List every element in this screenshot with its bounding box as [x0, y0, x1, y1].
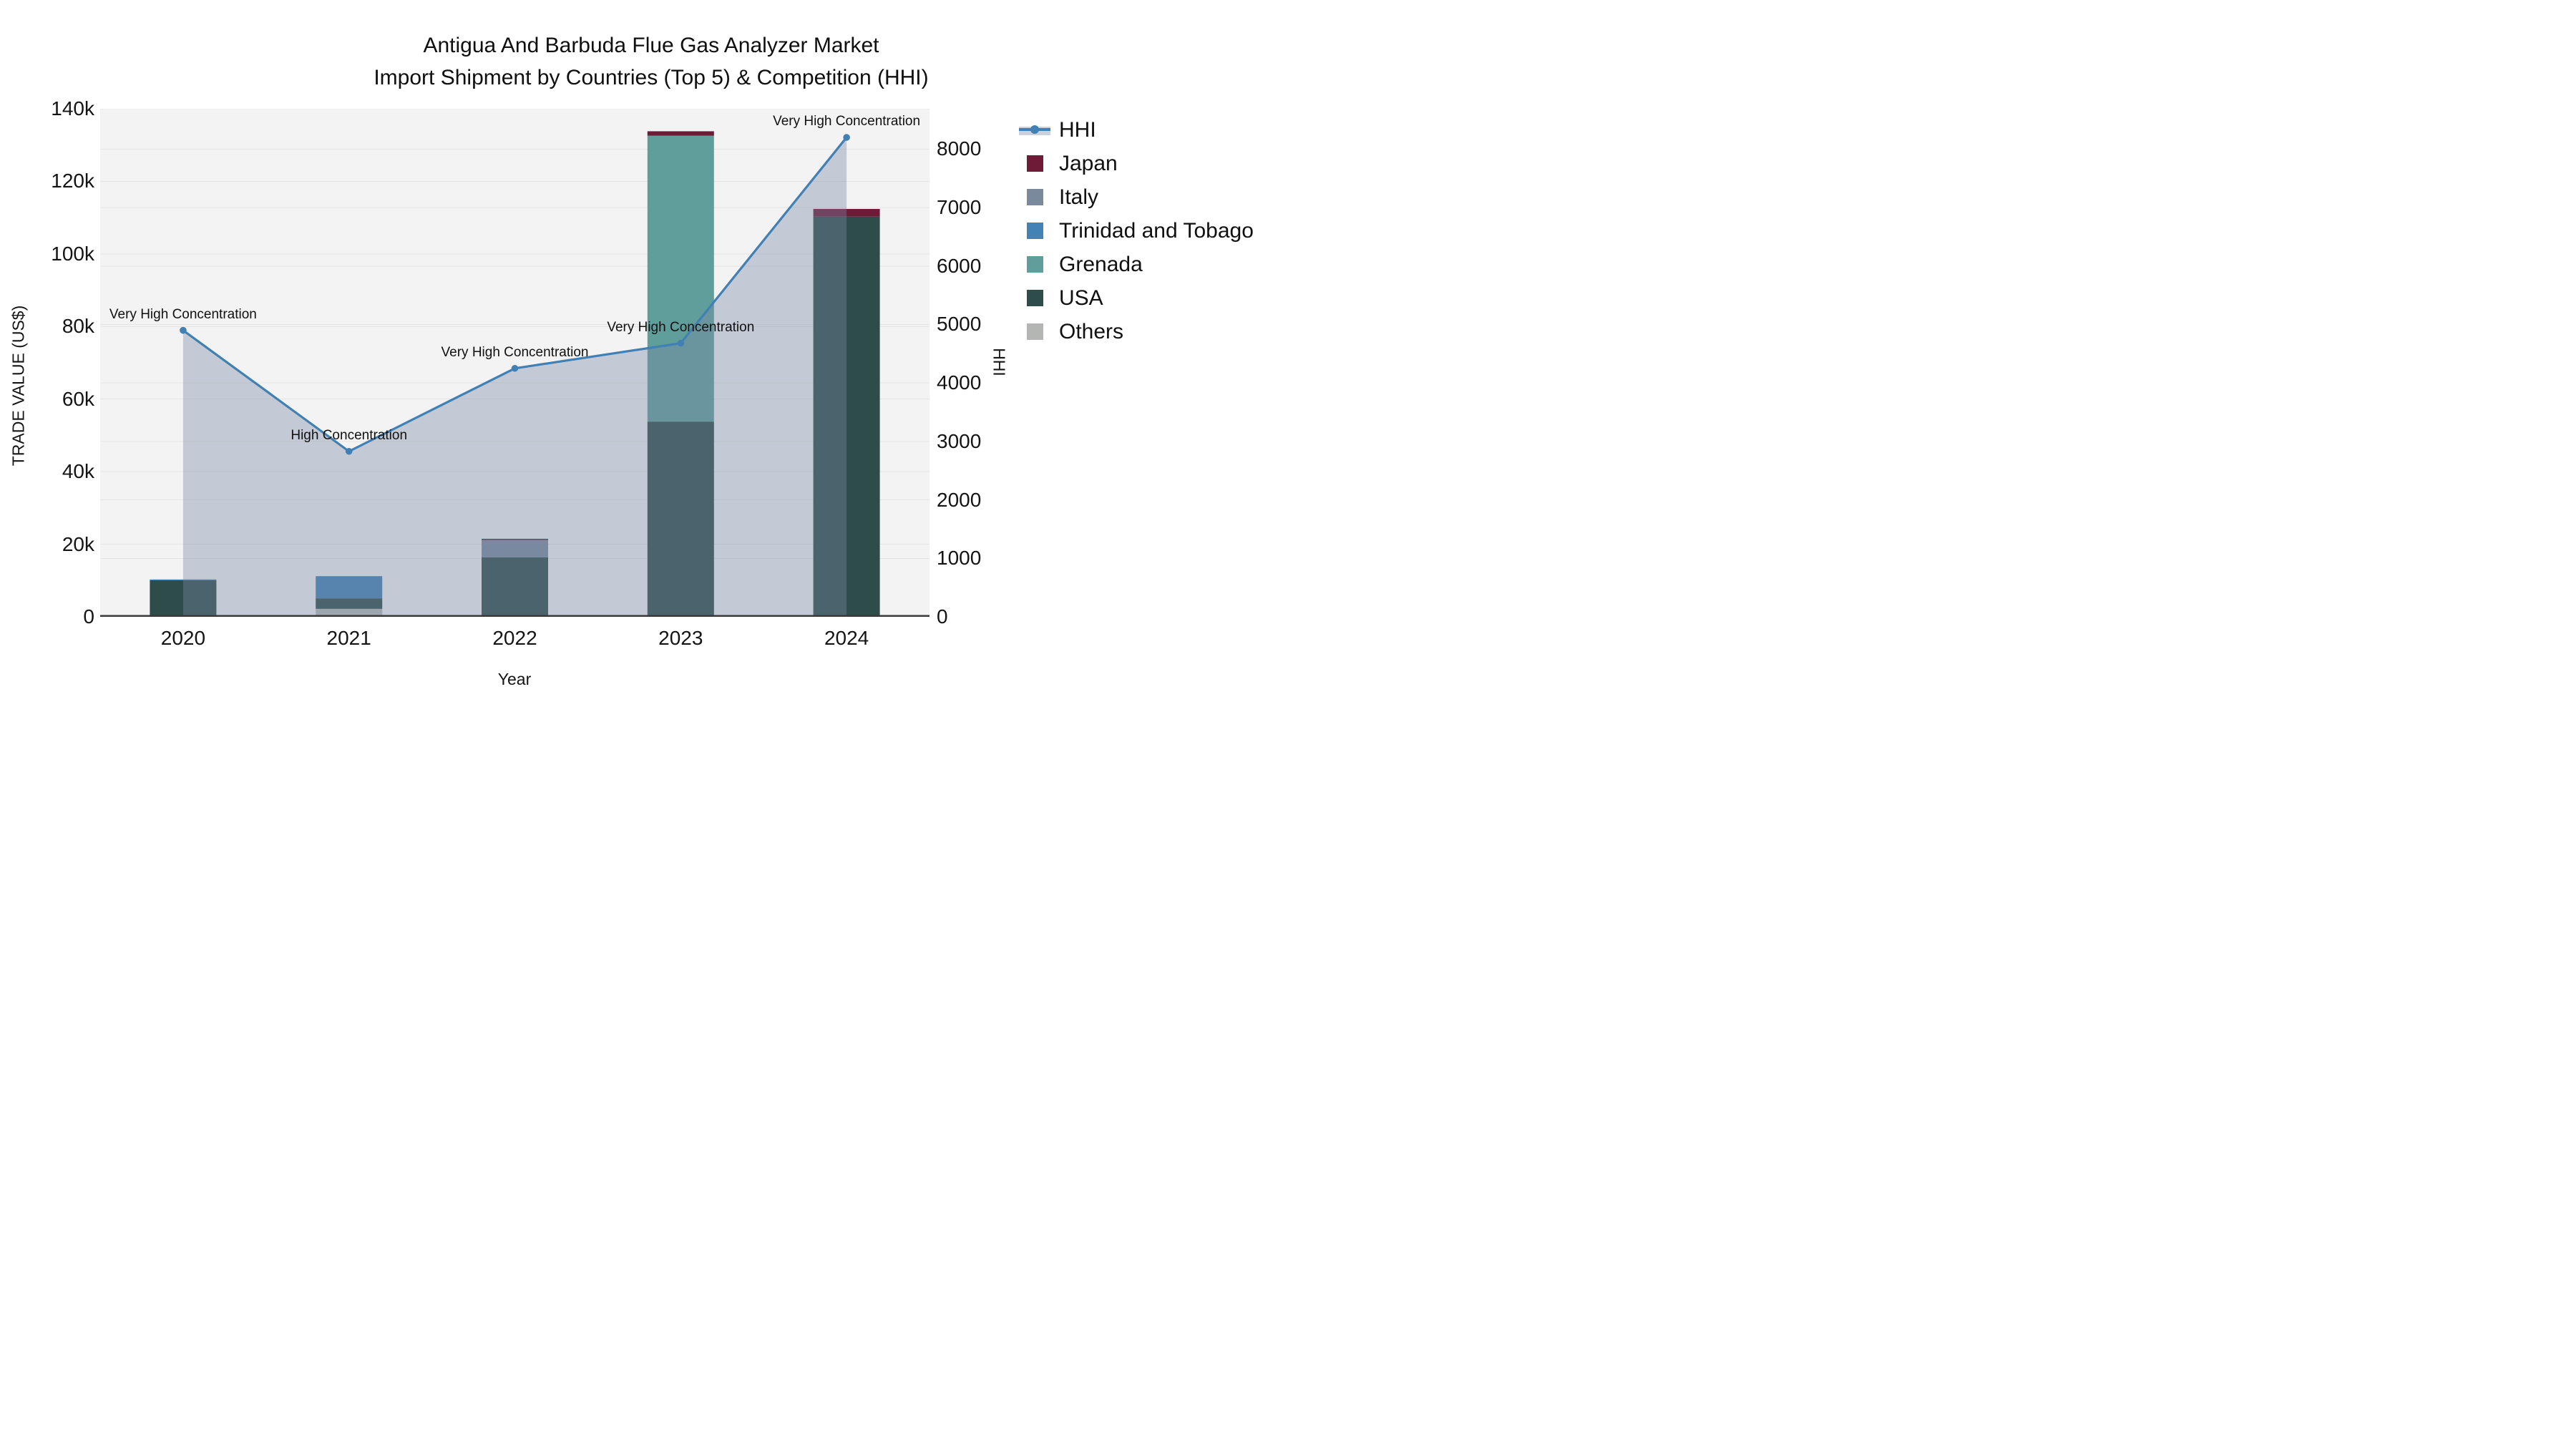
legend: HHI Japan Italy Trinidad and Tobago Grenada U… [1018, 113, 1254, 348]
legend-item-hhi[interactable]: HHI [1018, 113, 1254, 147]
swatch-others [1026, 323, 1043, 340]
bar-segment-usa-2024[interactable] [813, 216, 880, 617]
x-tick-2023: 2023 [658, 627, 703, 649]
y-left-tick-80k: 80k [62, 315, 94, 338]
y-left-tick-0: 0 [83, 605, 94, 628]
swatch-grenada [1026, 256, 1043, 273]
swatch-italy [1026, 189, 1043, 205]
bar-segment-japan-2022[interactable] [482, 538, 548, 540]
bar-segment-trinidad-and-tobago-2021[interactable] [316, 576, 383, 599]
annotation-2023: Very High Concentration [607, 319, 755, 335]
legend-label-japan: Japan [1059, 151, 1118, 175]
bar-segment-japan-2024[interactable] [813, 208, 880, 217]
y-left-tick-140k: 140k [51, 97, 94, 119]
bar-segment-usa-2020[interactable] [150, 580, 217, 617]
y-right-tick-6000: 6000 [937, 254, 982, 277]
y-right-tick-3000: 3000 [937, 429, 982, 452]
chart-title-line2: Import Shipment by Countries (Top 5) & C… [374, 66, 929, 89]
y-right-tick-7000: 7000 [937, 196, 982, 219]
swatch-usa [1026, 290, 1043, 306]
annotation-2024: Very High Concentration [773, 114, 921, 130]
y-right-tick-2000: 2000 [937, 488, 982, 511]
y-left-tick-20k: 20k [62, 532, 94, 555]
bar-segment-usa-2021[interactable] [316, 598, 383, 609]
swatch-trinidad-and-tobago [1026, 223, 1043, 239]
hhi-marker-2020[interactable] [180, 326, 187, 334]
y-right-tick-1000: 1000 [937, 547, 982, 570]
bar-segment-italy-2022[interactable] [482, 540, 548, 557]
chart-title-line1: Antigua And Barbuda Flue Gas Analyzer Ma… [423, 34, 879, 57]
x-axis-title: Year [497, 670, 532, 688]
legend-color-swatch-icon [1018, 153, 1051, 175]
y-left-tick-120k: 120k [51, 170, 94, 192]
annotation-2022: Very High Concentration [441, 344, 589, 360]
x-tick-2021: 2021 [326, 627, 371, 649]
legend-item-japan[interactable]: Japan [1018, 147, 1254, 180]
bar-segment-usa-2022[interactable] [482, 557, 548, 617]
legend-color-swatch-icon [1018, 321, 1051, 343]
legend-item-trinidad-and-tobago[interactable]: Trinidad and Tobago [1018, 214, 1254, 248]
annotation-2020: Very High Concentration [109, 306, 257, 322]
legend-color-swatch-icon [1018, 288, 1051, 309]
bar-segment-others-2021[interactable] [316, 608, 383, 617]
plot-svg [100, 109, 930, 617]
legend-hhi-line-icon [1018, 119, 1051, 141]
bar-segment-grenada-2023[interactable] [647, 135, 714, 422]
hhi-marker-2021[interactable] [345, 447, 353, 455]
y-left-tick-40k: 40k [62, 460, 94, 483]
x-tick-2020: 2020 [160, 627, 206, 649]
annotation-2021: High Concentration [291, 427, 408, 443]
plot-area [100, 109, 930, 617]
hhi-marker-swatch [1030, 125, 1039, 134]
y-right-tick-8000: 8000 [937, 137, 982, 160]
bar-segment-usa-2023[interactable] [647, 421, 714, 617]
legend-label-italy: Italy [1059, 185, 1099, 209]
legend-label-grenada: Grenada [1059, 252, 1143, 276]
hhi-area-fill [182, 137, 847, 617]
y-right-tick-0: 0 [937, 605, 948, 628]
y-left-tick-60k: 60k [62, 387, 94, 410]
legend-color-swatch-icon [1018, 187, 1051, 208]
swatch-japan [1026, 155, 1043, 172]
y-right-tick-5000: 5000 [937, 313, 982, 336]
bar-segment-japan-2023[interactable] [647, 131, 714, 136]
legend-color-swatch-icon [1018, 254, 1051, 275]
hhi-marker-2023[interactable] [677, 339, 685, 347]
y-left-tick-100k: 100k [51, 242, 94, 265]
legend-label-usa: USA [1059, 286, 1103, 310]
legend-item-grenada[interactable]: Grenada [1018, 248, 1254, 281]
legend-item-usa[interactable]: USA [1018, 281, 1254, 315]
legend-color-swatch-icon [1018, 220, 1051, 242]
hhi-marker-2022[interactable] [511, 364, 519, 372]
hhi-marker-2024[interactable] [843, 134, 850, 141]
legend-item-italy[interactable]: Italy [1018, 180, 1254, 214]
x-tick-2024: 2024 [824, 627, 869, 649]
legend-label-trinidad-and-tobago: Trinidad and Tobago [1059, 218, 1254, 243]
legend-label-hhi: HHI [1059, 117, 1096, 142]
figure-canvas: Antigua And Barbuda Flue Gas Analyzer Ma… [0, 0, 1288, 725]
x-tick-2022: 2022 [492, 627, 537, 649]
y-right-tick-4000: 4000 [937, 371, 982, 394]
legend-item-others[interactable]: Others [1018, 315, 1254, 348]
legend-label-others: Others [1059, 319, 1124, 343]
